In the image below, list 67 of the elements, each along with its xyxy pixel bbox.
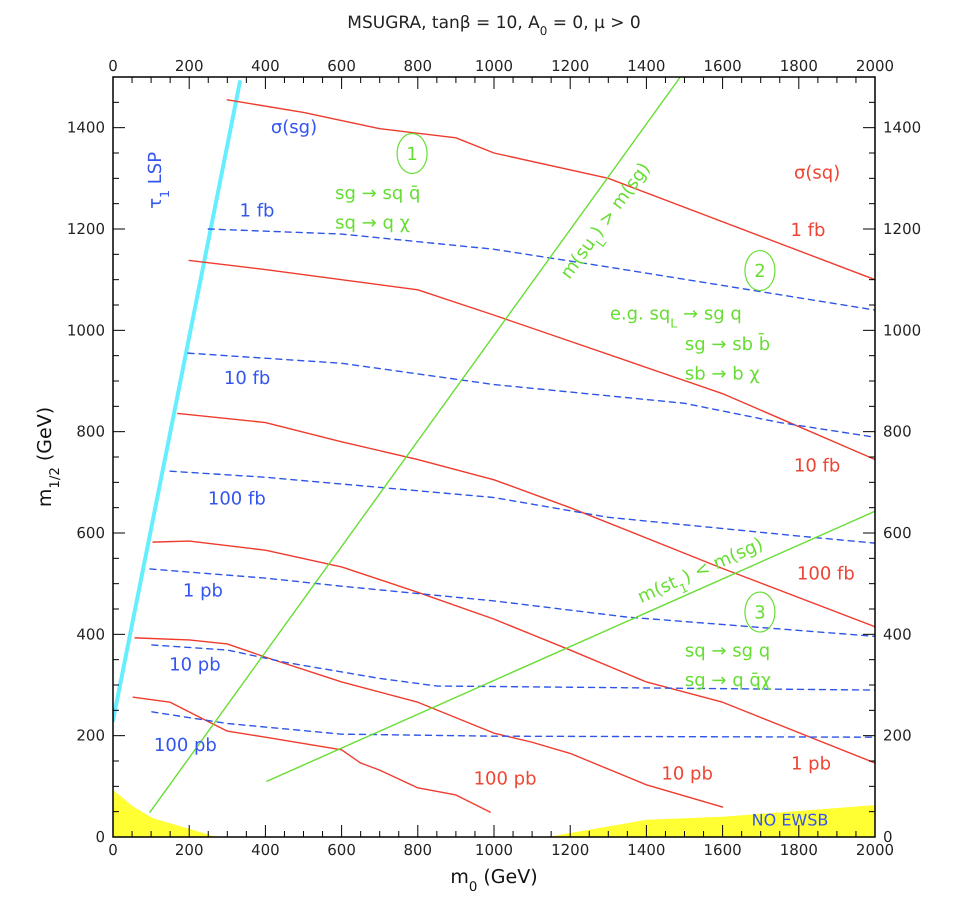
x2-tick-label: 600 (327, 841, 356, 859)
annotation: 100 fb (208, 488, 266, 510)
y2-tick-label: 800 (883, 422, 912, 441)
x2-tick-label: 800 (403, 841, 432, 859)
y-tick-label: 400 (76, 625, 105, 644)
y2-tick-label: 200 (883, 726, 912, 745)
line-series (151, 711, 875, 738)
annotation: 1 (406, 144, 418, 165)
annotation: e.g. sq$_{L}$ → sg q (610, 303, 742, 330)
annotation: sq → q χ (335, 212, 410, 234)
annotation: 3 (754, 602, 766, 624)
y-tick-label: 1200 (66, 220, 105, 238)
annotation: 100 pb (474, 768, 537, 790)
annotation: sq → sg q (684, 640, 770, 662)
annotation: 10 fb (794, 455, 840, 476)
x-axis-title: m$_{0}$ (GeV) (450, 866, 538, 894)
x-tick-label: 400 (251, 57, 280, 75)
annotation: sb → b χ (684, 364, 760, 385)
annotation: 100 fb (796, 563, 855, 584)
x-tick-label: 1000 (474, 57, 514, 75)
y2-tick-label: 400 (883, 625, 912, 644)
annotation: σ(sq) (794, 162, 840, 184)
x-tick-label: 0 (108, 57, 118, 75)
annotation: NO EWSB (752, 810, 828, 830)
x2-tick-label: 2000 (856, 841, 894, 859)
x2-tick-label: 0 (108, 841, 118, 859)
annotation: 1 pb (182, 580, 223, 602)
annotation: sg → sb b̄ (684, 332, 770, 355)
x-tick-label: 1600 (704, 57, 742, 75)
annotation: 10 pb (661, 763, 713, 784)
y2-tick-label: 600 (883, 524, 912, 542)
x-tick-label: 600 (327, 57, 356, 75)
x2-tick-label: 400 (251, 841, 280, 859)
annotation: 1 pb (790, 753, 832, 774)
x-tick-label: 1800 (780, 57, 818, 75)
annotation: sg → sq q̄ (335, 182, 420, 204)
y-tick-label: 0 (95, 828, 105, 846)
annotation: 10 pb (169, 654, 221, 676)
line-series (177, 412, 875, 628)
annotation: 1 fb (790, 220, 826, 241)
annotation: σ(sg) (270, 116, 318, 138)
y-tick-label: 600 (76, 524, 105, 542)
annotation: 1 fb (240, 200, 274, 222)
x-tick-label: 800 (403, 57, 432, 75)
x2-tick-label: 1800 (780, 841, 818, 859)
x-tick-label: 2000 (856, 57, 894, 75)
y2-tick-label: 1200 (883, 220, 922, 238)
x2-tick-label: 1400 (627, 841, 666, 859)
x2-tick-label: 1600 (704, 841, 742, 859)
x2-tick-label: 200 (174, 841, 204, 859)
chart-title: MSUGRA, tanβ = 10, A$_{0}$ = 0, μ > 0 (347, 13, 641, 38)
line-series (226, 99, 875, 280)
x-tick-label: 1400 (627, 57, 666, 75)
y2-tick-label: 1000 (883, 321, 922, 340)
y-tick-label: 1400 (66, 118, 105, 137)
y2-tick-label: 1400 (883, 118, 922, 137)
x2-tick-label: 1200 (551, 841, 590, 859)
y-tick-label: 1000 (66, 321, 105, 340)
annotation: sg → q q̄χ (684, 670, 772, 692)
y-tick-label: 200 (76, 726, 105, 745)
x2-tick-label: 1000 (474, 841, 514, 859)
annotation: 2 (754, 260, 766, 282)
line-series (151, 644, 875, 691)
annotation: 10 fb (224, 368, 270, 389)
x-tick-label: 200 (174, 57, 204, 75)
y-tick-label: 800 (76, 422, 105, 441)
x-tick-label: 1200 (551, 57, 590, 75)
